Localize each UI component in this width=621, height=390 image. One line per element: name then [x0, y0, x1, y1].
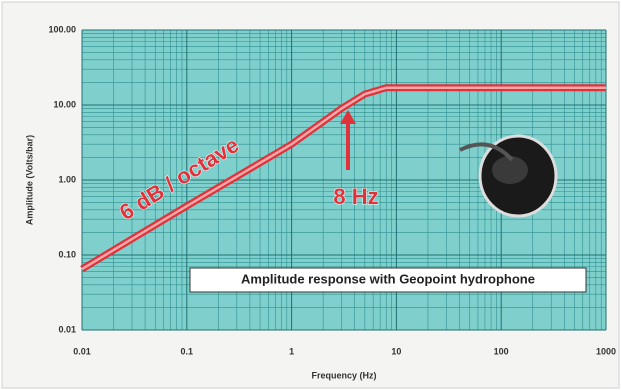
x-tick-label: 10	[391, 346, 401, 356]
response-line-inner	[81, 86, 606, 271]
x-axis-label: Frequency (Hz)	[311, 370, 376, 380]
caption: Amplitude response with Geopoint hydroph…	[241, 271, 535, 286]
arrow-head	[340, 110, 356, 124]
y-tick-label: 10.00	[53, 99, 76, 109]
x-tick-label: 0.1	[181, 346, 194, 356]
lines	[80, 84, 606, 273]
y-axis-label: Amplitude (Volts/bar)	[24, 135, 34, 225]
y-tick-label: 100.00	[48, 24, 76, 34]
y-tick-label: 1.00	[58, 174, 76, 184]
x-tick-label: 1000	[596, 346, 616, 356]
corner-annotation: 8 Hz	[333, 184, 378, 209]
x-tick-label: 1	[289, 346, 294, 356]
x-tick-label: 0.01	[73, 346, 91, 356]
y-tick-label: 0.01	[58, 324, 76, 334]
caption-box	[189, 267, 587, 293]
x-tick-label: 100	[494, 346, 509, 356]
y-tick-label: 0.10	[58, 249, 76, 259]
hydrophone-picture	[459, 134, 558, 218]
